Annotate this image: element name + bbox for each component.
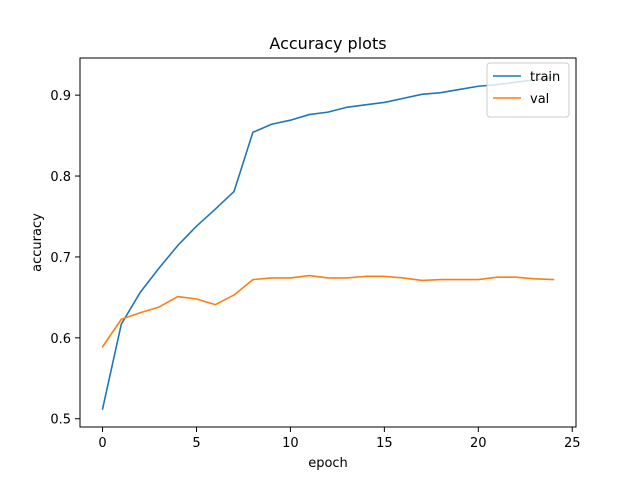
x-axis-label: epoch bbox=[308, 456, 348, 471]
legend: train val bbox=[486, 62, 570, 118]
y-tick-label: 0.5 bbox=[50, 413, 71, 428]
y-tick-label: 0.9 bbox=[50, 89, 71, 104]
x-tick-label: 20 bbox=[470, 436, 487, 451]
x-tick-label: 25 bbox=[564, 436, 581, 451]
y-tick-label: 0.6 bbox=[50, 332, 71, 347]
plot-frame bbox=[79, 57, 577, 428]
y-tick-label: 0.8 bbox=[50, 170, 71, 185]
chart-title: Accuracy plots bbox=[269, 34, 386, 53]
x-tick-label: 15 bbox=[376, 436, 393, 451]
y-axis-label: accuracy bbox=[30, 213, 45, 272]
series-layer bbox=[101, 76, 555, 410]
series-line-val bbox=[101, 274, 555, 348]
x-tick-label: 0 bbox=[98, 436, 106, 451]
x-tick-label: 10 bbox=[282, 436, 299, 451]
legend-label-val: val bbox=[530, 92, 549, 107]
x-tick-label: 5 bbox=[192, 436, 200, 451]
x-axis-ticks: 0 5 10 15 20 25 bbox=[98, 427, 581, 451]
legend-label-train: train bbox=[530, 70, 560, 85]
y-tick-label: 0.7 bbox=[50, 251, 71, 266]
series-line-train bbox=[101, 76, 555, 410]
y-axis-ticks: 0.5 0.6 0.7 0.8 0.9 bbox=[50, 89, 80, 428]
